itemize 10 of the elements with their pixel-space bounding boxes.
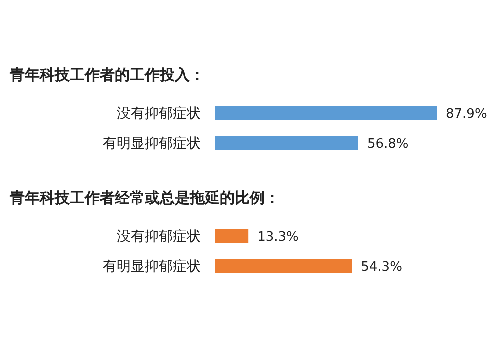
data-label: 56.8% — [367, 137, 409, 152]
data-label: 13.3% — [258, 230, 299, 245]
data-label: 54.3% — [361, 260, 402, 275]
y-tick-label: 没有抑郁症状 — [117, 229, 201, 245]
y-tick-label: 没有抑郁症状 — [117, 106, 201, 122]
y-tick-label: 有明显抑郁症状 — [103, 136, 201, 152]
y-tick-label: 有明显抑郁症状 — [103, 259, 201, 275]
chart-title: 青年科技工作者经常或总是拖延的比例： — [9, 189, 280, 207]
chart-title: 青年科技工作者的工作投入： — [9, 66, 205, 84]
data-label: 87.9% — [446, 107, 488, 122]
